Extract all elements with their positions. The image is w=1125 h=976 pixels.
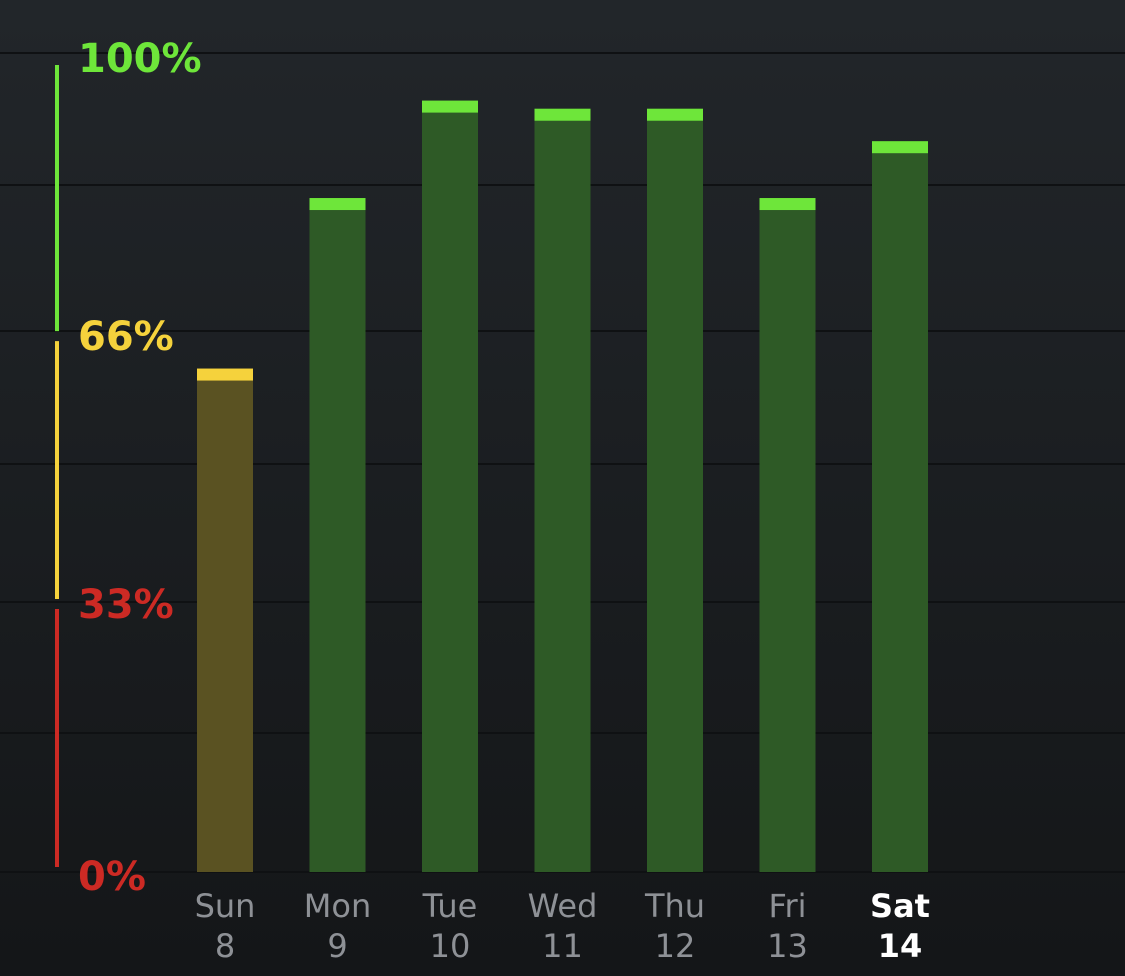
x-day-label: Sat: [870, 887, 930, 925]
x-day-label: Fri: [768, 887, 806, 925]
y-tick-label: 66%: [78, 314, 174, 360]
bar[interactable]: [309, 198, 366, 873]
bar[interactable]: [872, 141, 928, 872]
x-date-label: 12: [655, 927, 696, 965]
bar[interactable]: [647, 108, 703, 873]
x-date-label: 9: [327, 927, 347, 965]
x-date-label: 8: [215, 927, 235, 965]
y-axis-scale: 100% 66% 33% 0%: [55, 36, 202, 900]
bar[interactable]: [759, 198, 816, 873]
bar-cap: [759, 198, 816, 211]
x-date-label: 14: [878, 927, 923, 965]
bars: [197, 100, 928, 873]
bar-cap: [872, 141, 928, 154]
bar-cap: [422, 100, 478, 113]
x-day-label: Thu: [644, 887, 705, 925]
bar[interactable]: [534, 108, 591, 873]
bar-cap: [197, 368, 253, 381]
x-day-label: Mon: [304, 887, 371, 925]
x-date-label: 10: [430, 927, 471, 965]
bar-cap: [647, 108, 703, 121]
y-tick-label: 0%: [78, 854, 146, 900]
bar-cap: [534, 108, 591, 121]
x-date-label: 11: [542, 927, 583, 965]
bar[interactable]: [422, 100, 478, 873]
bar[interactable]: [197, 368, 253, 872]
y-tick-label: 33%: [78, 582, 174, 628]
x-date-label: 13: [767, 927, 808, 965]
x-day-label: Wed: [528, 887, 598, 925]
x-day-label: Tue: [422, 887, 478, 925]
y-tick-label: 100%: [78, 36, 202, 82]
x-day-label: Sun: [195, 887, 256, 925]
bar-cap: [309, 198, 366, 211]
